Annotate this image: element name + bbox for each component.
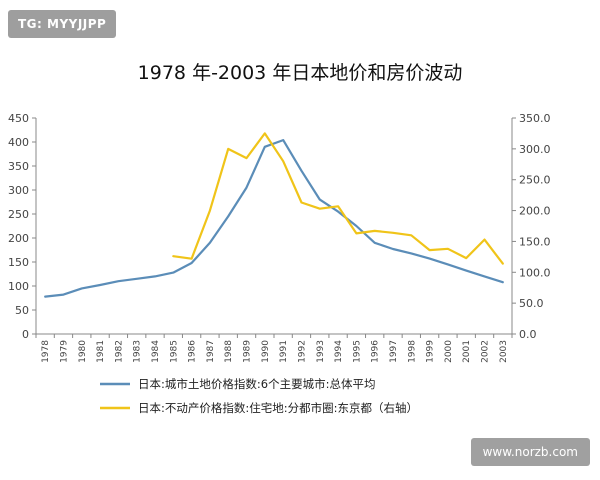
x-tick-label: 1978: [41, 340, 51, 363]
x-tick-label: 2003: [499, 340, 509, 363]
y-right-tick-label: 300.0: [519, 143, 551, 156]
y-left-tick-label: 450: [8, 112, 29, 125]
x-tick-label: 1980: [78, 340, 88, 363]
x-tick-label: 1983: [133, 340, 143, 363]
tokyo-housing-price-line: [172, 132, 504, 265]
x-tick-label: 1979: [59, 340, 69, 363]
land-price-index-line: [44, 139, 504, 298]
x-tick-label: 1985: [169, 340, 179, 363]
x-tick-label: 1986: [188, 340, 198, 363]
watermark-label: TG: MYYJJPP: [8, 10, 117, 38]
y-right-tick-label: 350.0: [519, 112, 551, 125]
x-tick-label: 1991: [279, 340, 289, 363]
x-tick-label: 1988: [224, 340, 234, 363]
y-right-tick-label: 250.0: [519, 174, 551, 187]
x-tick-label: 1997: [389, 340, 399, 363]
chart-title: 1978 年-2003 年日本地价和房价波动: [138, 62, 463, 84]
legend-label: 日本:不动产价格指数:住宅地:分都市圈:东京都（右轴）: [138, 401, 418, 415]
y-left-tick-label: 350: [8, 160, 29, 173]
y-left-tick-label: 300: [8, 184, 29, 197]
y-left-tick-label: 250: [8, 208, 29, 221]
x-tick-label: 1987: [206, 340, 216, 363]
y-left-tick-label: 50: [15, 304, 29, 317]
y-right-tick-label: 0.0: [519, 328, 537, 341]
y-left-tick-label: 200: [8, 232, 29, 245]
chart-axes: 0 50 100 150 200 250 300 350 400 450 0.0 50.0 100.0 1…: [8, 112, 551, 363]
chart-legend: 日本:城市土地价格指数:6个主要城市:总体平均日本:不动产价格指数:住宅地:分都…: [100, 377, 418, 415]
x-tick-label: 1993: [316, 340, 326, 363]
x-tick-label: 1984: [151, 340, 161, 363]
y-right-tick-label: 50.0: [519, 297, 544, 310]
site-url-badge: www.norzb.com: [470, 438, 590, 466]
x-tick-label: 1996: [371, 340, 381, 363]
x-tick-label: 1992: [297, 340, 307, 363]
chart-series: [44, 132, 504, 298]
x-tick-label: 2002: [481, 340, 491, 363]
legend-label: 日本:城市土地价格指数:6个主要城市:总体平均: [138, 377, 375, 391]
x-tick-label: 1990: [261, 340, 271, 363]
y-right-tick-label: 150.0: [519, 235, 551, 248]
x-tick-label: 1994: [334, 340, 344, 363]
x-tick-label: 1981: [96, 340, 106, 363]
x-tick-label: 2001: [462, 340, 472, 363]
x-tick-label: 2000: [444, 340, 454, 363]
x-tick-label: 1982: [114, 340, 124, 363]
x-tick-label: 1998: [407, 340, 417, 363]
y-right-tick-label: 100.0: [519, 266, 551, 279]
y-left-tick-label: 0: [22, 328, 29, 341]
x-tick-label: 1999: [426, 340, 436, 363]
y-left-tick-label: 400: [8, 136, 29, 149]
x-tick-label: 1989: [243, 340, 253, 363]
x-tick-label: 1995: [352, 340, 362, 363]
y-left-tick-label: 100: [8, 280, 29, 293]
y-left-tick-label: 150: [8, 256, 29, 269]
y-right-tick-label: 200.0: [519, 205, 551, 218]
